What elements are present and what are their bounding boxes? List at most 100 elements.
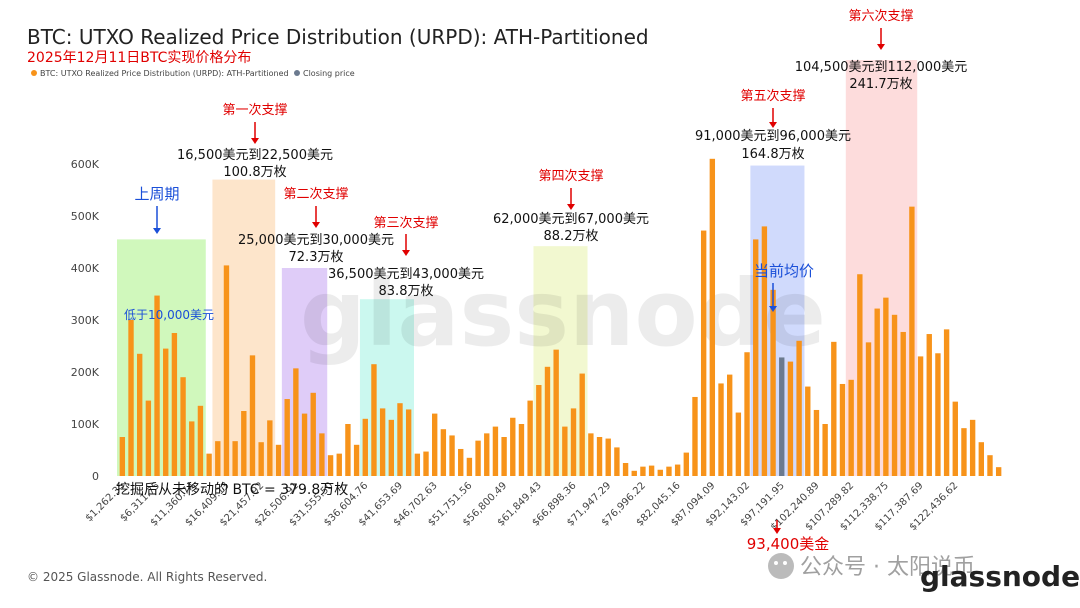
bar	[796, 340, 802, 476]
bar	[813, 409, 820, 476]
bar	[388, 419, 394, 476]
bars	[119, 158, 1002, 477]
watermark-text: glassnode	[300, 260, 826, 367]
bar	[744, 352, 750, 476]
y-axis: 0 100K 200K 300K 400K 500K 600K	[71, 158, 100, 483]
support-arrow-5-head	[769, 122, 777, 128]
bar	[605, 438, 611, 476]
current-price-label: 当前均价	[754, 262, 814, 280]
legend-label-closing: Closing price	[303, 69, 355, 78]
bar	[432, 413, 438, 476]
bar	[666, 466, 672, 476]
current-price-arrow-head	[769, 306, 777, 312]
y-tick-label: 100K	[71, 418, 100, 431]
bar	[163, 348, 169, 476]
legend-swatch-urpd	[31, 70, 37, 76]
bar	[779, 357, 785, 476]
support-range-6: 104,500美元到112,000美元	[795, 60, 968, 75]
bar	[987, 455, 993, 476]
support-arrow-6-head	[877, 44, 885, 50]
zone-4	[359, 299, 414, 476]
bar	[848, 379, 854, 476]
bar	[805, 386, 811, 476]
price-value-arrow-head	[773, 528, 781, 534]
bar	[492, 426, 499, 476]
brand-logo: glassnode	[920, 560, 1080, 593]
bar	[379, 408, 386, 476]
legend-swatch-closing	[294, 70, 300, 76]
bar	[154, 295, 160, 476]
bar	[622, 463, 629, 476]
unmoved-btc-note: 挖掘后从未移动的 BTC = 379.8万枚	[116, 482, 348, 498]
zone-note-below-10k: 低于10,000美元	[124, 308, 214, 322]
bar	[969, 419, 976, 476]
bar	[900, 331, 906, 476]
bar	[466, 457, 473, 476]
bar	[475, 440, 481, 476]
support-range-5: 91,000美元到96,000美元	[695, 129, 851, 144]
bar	[891, 314, 898, 476]
bar	[362, 418, 368, 476]
bar	[145, 400, 152, 476]
bar	[484, 433, 490, 476]
support-amount-5: 164.8万枚	[741, 147, 804, 162]
zone-label-previous-cycle: 上周期	[134, 185, 179, 203]
support-range-2: 25,000美元到30,000美元	[238, 233, 394, 248]
support-label-5: 第五次支撑	[740, 88, 805, 104]
bar	[700, 230, 707, 476]
bar	[952, 401, 958, 476]
bar	[839, 383, 846, 476]
bar	[588, 433, 594, 476]
bar	[544, 366, 551, 476]
support-range-3: 36,500美元到43,000美元	[328, 267, 484, 282]
bar	[189, 421, 195, 476]
chart-subtitle: 2025年12月11日BTC实现价格分布	[27, 50, 251, 66]
zone-7	[845, 60, 918, 476]
bar	[301, 413, 308, 476]
bar	[267, 420, 273, 476]
support-label-1: 第一次支撑	[222, 102, 287, 118]
bar	[336, 453, 342, 476]
bar	[536, 385, 542, 476]
bar	[284, 399, 290, 476]
bar	[727, 374, 733, 476]
bar	[874, 308, 880, 476]
bar	[458, 448, 464, 476]
bar	[449, 435, 455, 476]
bar	[128, 320, 134, 476]
bar	[171, 333, 178, 476]
bar	[657, 469, 663, 476]
wechat-account: 公众号 · 太阳说币	[800, 555, 975, 580]
bar	[865, 342, 872, 476]
y-tick-label: 600K	[71, 158, 100, 171]
bar	[692, 396, 698, 476]
bar	[935, 353, 941, 476]
bar	[640, 466, 646, 476]
bar	[232, 441, 238, 476]
bar	[215, 441, 221, 476]
bar	[180, 377, 186, 476]
support-arrow-3-head	[402, 250, 410, 256]
support-label-2: 第二次支撑	[283, 186, 348, 202]
bar	[414, 453, 421, 476]
bar	[831, 341, 837, 476]
bar	[241, 411, 247, 476]
bar	[137, 353, 143, 476]
bar	[943, 329, 950, 476]
bar	[223, 265, 230, 476]
bar	[718, 383, 724, 476]
legend-label-urpd: BTC: UTXO Realized Price Distribution (U…	[40, 69, 289, 78]
legend: BTC: UTXO Realized Price Distribution (U…	[31, 69, 355, 78]
bar	[345, 424, 351, 476]
bar	[206, 453, 212, 476]
wechat-icon	[768, 553, 794, 579]
copyright-text: © 2025 Glassnode. All Rights Reserved.	[27, 570, 267, 584]
support-zones	[117, 60, 918, 476]
bar	[397, 403, 403, 476]
bar	[926, 334, 932, 476]
watermark: glassnode	[300, 260, 826, 367]
bar	[648, 465, 655, 476]
support-amount-3: 83.8万枚	[379, 284, 434, 299]
y-tick-label: 500K	[71, 210, 100, 223]
